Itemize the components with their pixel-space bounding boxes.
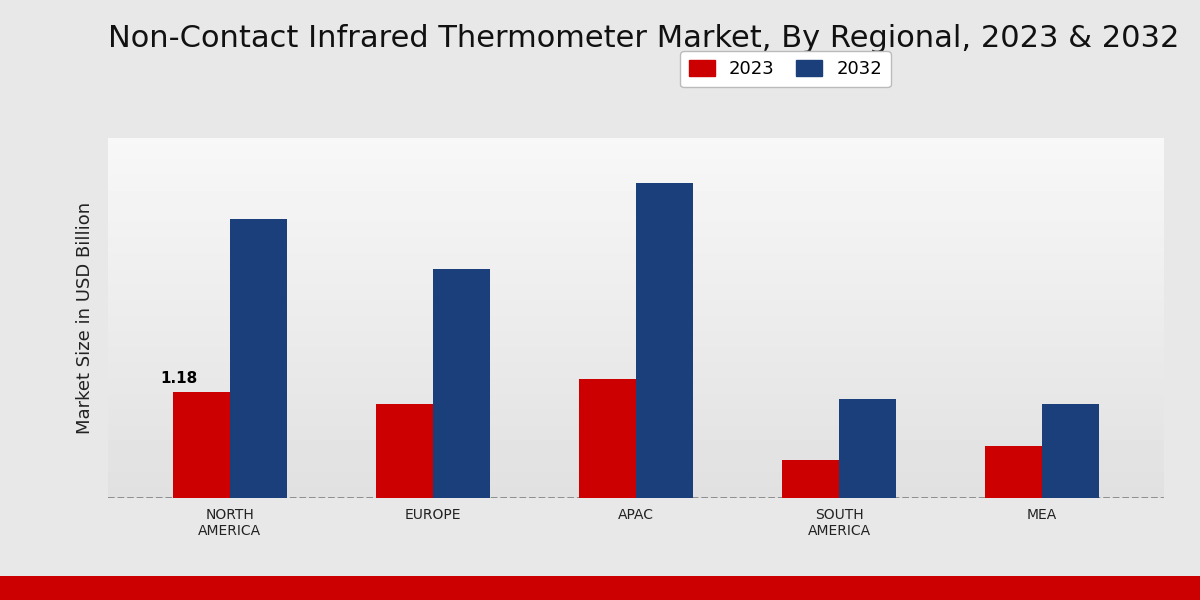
Bar <box>580 379 636 498</box>
Bar <box>985 446 1042 498</box>
Bar <box>433 269 490 498</box>
Text: 1.18: 1.18 <box>161 371 198 386</box>
Text: Non-Contact Infrared Thermometer Market, By Regional, 2023 & 2032: Non-Contact Infrared Thermometer Market,… <box>108 24 1180 53</box>
Y-axis label: Market Size in USD Billion: Market Size in USD Billion <box>76 202 94 434</box>
Bar <box>839 399 896 498</box>
Bar <box>782 460 839 498</box>
Bar <box>376 403 433 498</box>
Legend: 2023, 2032: 2023, 2032 <box>680 51 890 88</box>
Bar <box>230 219 287 498</box>
Bar <box>1042 403 1099 498</box>
Bar <box>636 183 692 498</box>
Bar <box>173 392 230 498</box>
